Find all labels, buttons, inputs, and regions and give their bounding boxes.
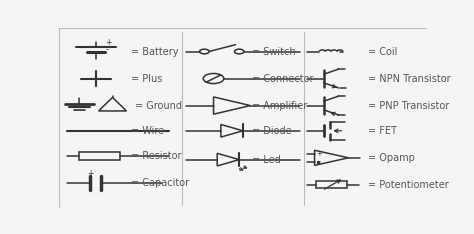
Text: = Led: = Led <box>252 155 281 165</box>
Text: = Connector: = Connector <box>252 73 314 84</box>
Text: = Coil: = Coil <box>368 47 397 56</box>
Text: -: - <box>106 45 109 54</box>
Text: = NPN Transistor: = NPN Transistor <box>368 73 450 84</box>
Text: = Resistor: = Resistor <box>131 151 182 161</box>
Text: = Opamp: = Opamp <box>368 153 415 163</box>
Text: = FET: = FET <box>368 126 397 136</box>
Text: -: - <box>318 157 320 166</box>
Bar <box>316 181 346 188</box>
Text: +: + <box>106 38 112 47</box>
Text: = Amplifier: = Amplifier <box>252 101 307 110</box>
Text: = Plus: = Plus <box>131 73 162 84</box>
Text: = PNP Transistor: = PNP Transistor <box>368 101 449 110</box>
Text: = Capacitor: = Capacitor <box>131 178 189 188</box>
Text: = Potentiometer: = Potentiometer <box>368 180 448 190</box>
Text: = Diode: = Diode <box>252 126 292 136</box>
Text: +: + <box>316 151 322 157</box>
Text: = Battery: = Battery <box>131 47 178 56</box>
Text: = Ground: = Ground <box>135 101 182 110</box>
Text: = Switch: = Switch <box>252 47 296 56</box>
Bar <box>80 152 120 160</box>
Text: +: + <box>87 169 94 178</box>
Text: = Wire: = Wire <box>131 126 164 136</box>
